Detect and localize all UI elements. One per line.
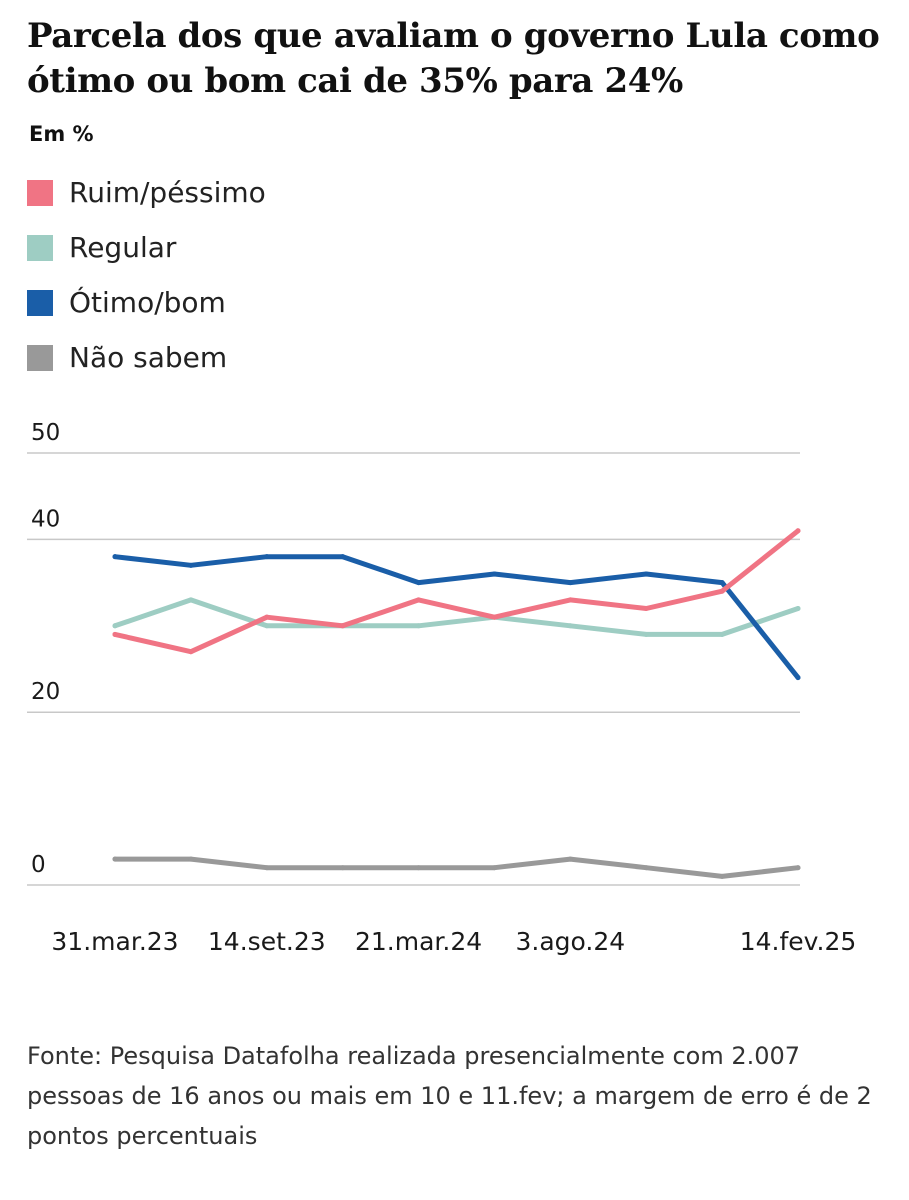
data-point-nao-sabem <box>264 865 270 871</box>
data-point-ruim-pessimo <box>264 614 270 620</box>
data-point-ruim-pessimo <box>491 614 497 620</box>
data-point-otimo-bom <box>264 554 270 560</box>
line-chart: 0 20 40 50 31.mar.23 14.set.23 21.mar.24 3.ago… <box>27 420 856 956</box>
legend-item-ruim-pessimo: Ruim/péssimo <box>27 165 266 220</box>
data-point-regular <box>188 597 194 603</box>
series-line-nao-sabem <box>112 856 801 879</box>
series-layer <box>112 528 801 879</box>
data-point-otimo-bom <box>795 675 801 681</box>
y-axis-ticks: 0 20 40 50 <box>31 420 60 878</box>
data-point-otimo-bom <box>112 554 118 560</box>
unit-label: Em % <box>29 122 94 146</box>
legend-item-nao-sabem: Não sabem <box>27 330 266 385</box>
x-tick-label: 14.set.23 <box>208 927 326 956</box>
data-point-nao-sabem <box>567 856 573 862</box>
data-point-nao-sabem <box>719 873 725 879</box>
data-point-nao-sabem <box>416 865 422 871</box>
data-point-regular <box>112 623 118 629</box>
series-line-regular <box>112 597 801 637</box>
data-point-ruim-pessimo <box>416 597 422 603</box>
legend-label: Regular <box>69 231 177 264</box>
series-line-otimo-bom <box>112 554 801 681</box>
data-point-nao-sabem <box>112 856 118 862</box>
grid-layer <box>27 452 800 886</box>
legend-label: Ruim/péssimo <box>69 176 266 209</box>
data-point-regular <box>416 623 422 629</box>
data-point-regular <box>795 606 801 612</box>
series-line-ruim-pessimo <box>112 528 801 655</box>
y-tick-label: 50 <box>31 420 60 446</box>
data-point-nao-sabem <box>340 865 346 871</box>
data-point-otimo-bom <box>567 580 573 586</box>
data-point-nao-sabem <box>491 865 497 871</box>
x-tick-label: 3.ago.24 <box>516 927 626 956</box>
x-tick-label: 31.mar.23 <box>51 927 178 956</box>
data-point-ruim-pessimo <box>795 528 801 534</box>
data-point-nao-sabem <box>643 865 649 871</box>
data-point-otimo-bom <box>188 562 194 568</box>
data-point-nao-sabem <box>188 856 194 862</box>
y-tick-label: 40 <box>31 506 60 532</box>
data-point-otimo-bom <box>643 571 649 577</box>
x-axis-ticks: 31.mar.23 14.set.23 21.mar.24 3.ago.24 14.fe… <box>51 927 856 956</box>
data-point-ruim-pessimo <box>112 631 118 637</box>
data-point-regular <box>643 631 649 637</box>
y-tick-label: 0 <box>31 852 46 878</box>
data-point-otimo-bom <box>340 554 346 560</box>
data-point-regular <box>567 623 573 629</box>
data-point-ruim-pessimo <box>719 588 725 594</box>
legend-label: Ótimo/bom <box>69 286 226 319</box>
data-point-ruim-pessimo <box>188 649 194 655</box>
legend-swatch <box>27 234 53 261</box>
legend-swatch <box>27 344 53 371</box>
data-point-otimo-bom <box>719 580 725 586</box>
legend-swatch <box>27 179 53 206</box>
data-point-otimo-bom <box>416 580 422 586</box>
data-point-ruim-pessimo <box>567 597 573 603</box>
data-point-otimo-bom <box>491 571 497 577</box>
data-point-regular <box>719 631 725 637</box>
legend-item-otimo-bom: Ótimo/bom <box>27 275 266 330</box>
legend-label: Não sabem <box>69 341 228 374</box>
x-tick-label: 21.mar.24 <box>355 927 482 956</box>
y-tick-label: 20 <box>31 679 60 705</box>
x-tick-label: 14.fev.25 <box>740 927 857 956</box>
source-note: Fonte: Pesquisa Datafolha realizada pres… <box>27 1042 872 1150</box>
data-point-regular <box>264 623 270 629</box>
legend: Ruim/péssimo Regular Ótimo/bom Não sabem <box>27 165 266 385</box>
chart-title: Parcela dos que avaliam o governo Lula c… <box>27 16 880 101</box>
data-point-nao-sabem <box>795 865 801 871</box>
legend-swatch <box>27 289 53 316</box>
legend-item-regular: Regular <box>27 220 266 275</box>
data-point-ruim-pessimo <box>340 623 346 629</box>
data-point-ruim-pessimo <box>643 606 649 612</box>
